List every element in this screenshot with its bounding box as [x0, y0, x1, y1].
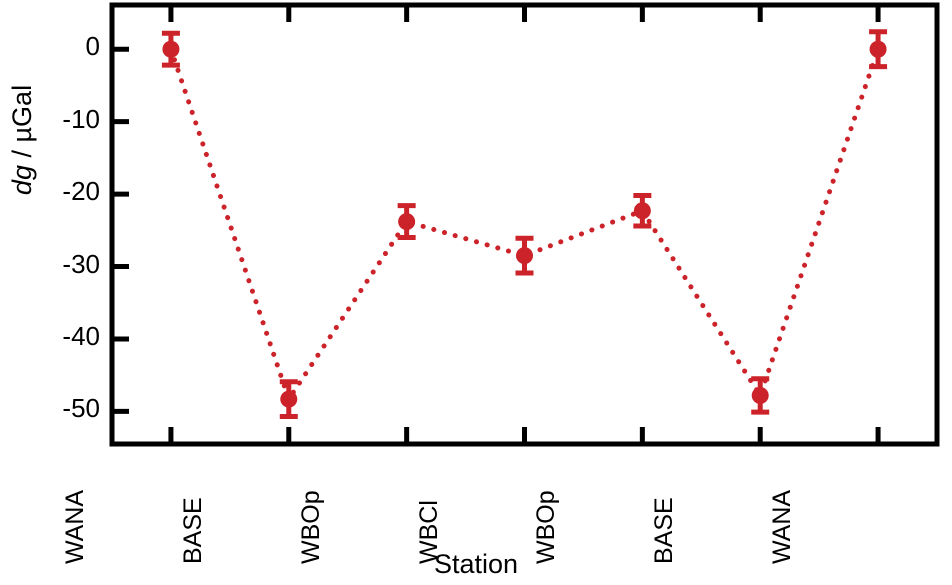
data-point-group[interactable] — [397, 203, 416, 241]
y-tick-label: 0 — [85, 31, 100, 62]
x-tick-label: WBOp — [296, 490, 325, 564]
y-tick-label: -20 — [62, 176, 100, 207]
y-tick-label: -10 — [62, 103, 100, 134]
data-point-marker[interactable] — [280, 390, 298, 408]
y-tick-label: -30 — [62, 248, 100, 279]
data-point-group[interactable] — [633, 193, 652, 229]
x-tick-label: WANA — [60, 489, 89, 564]
data-point-marker[interactable] — [633, 202, 651, 220]
data-point-group[interactable] — [515, 235, 534, 276]
data-point-marker[interactable] — [869, 40, 887, 58]
data-point-group[interactable] — [279, 379, 298, 419]
plot-frame — [109, 2, 940, 447]
y-tick-label: -50 — [62, 393, 100, 424]
x-tick-label: WBCl — [414, 500, 443, 564]
x-tick-label: BASE — [650, 497, 679, 564]
data-point-group[interactable] — [751, 376, 770, 415]
data-point-marker[interactable] — [751, 386, 769, 404]
data-point-group[interactable] — [161, 30, 180, 68]
y-tick-label: -40 — [62, 320, 100, 351]
data-point-marker[interactable] — [398, 213, 416, 231]
x-axis-label: Station — [433, 549, 519, 579]
x-tick-label: WBOp — [532, 490, 561, 564]
data-point-marker[interactable] — [162, 40, 180, 58]
x-tick-label: WANA — [768, 489, 797, 564]
data-point-group[interactable] — [869, 29, 888, 70]
data-line — [168, 46, 881, 405]
x-tick-label: BASE — [178, 497, 207, 564]
data-point-marker[interactable] — [516, 247, 533, 265]
